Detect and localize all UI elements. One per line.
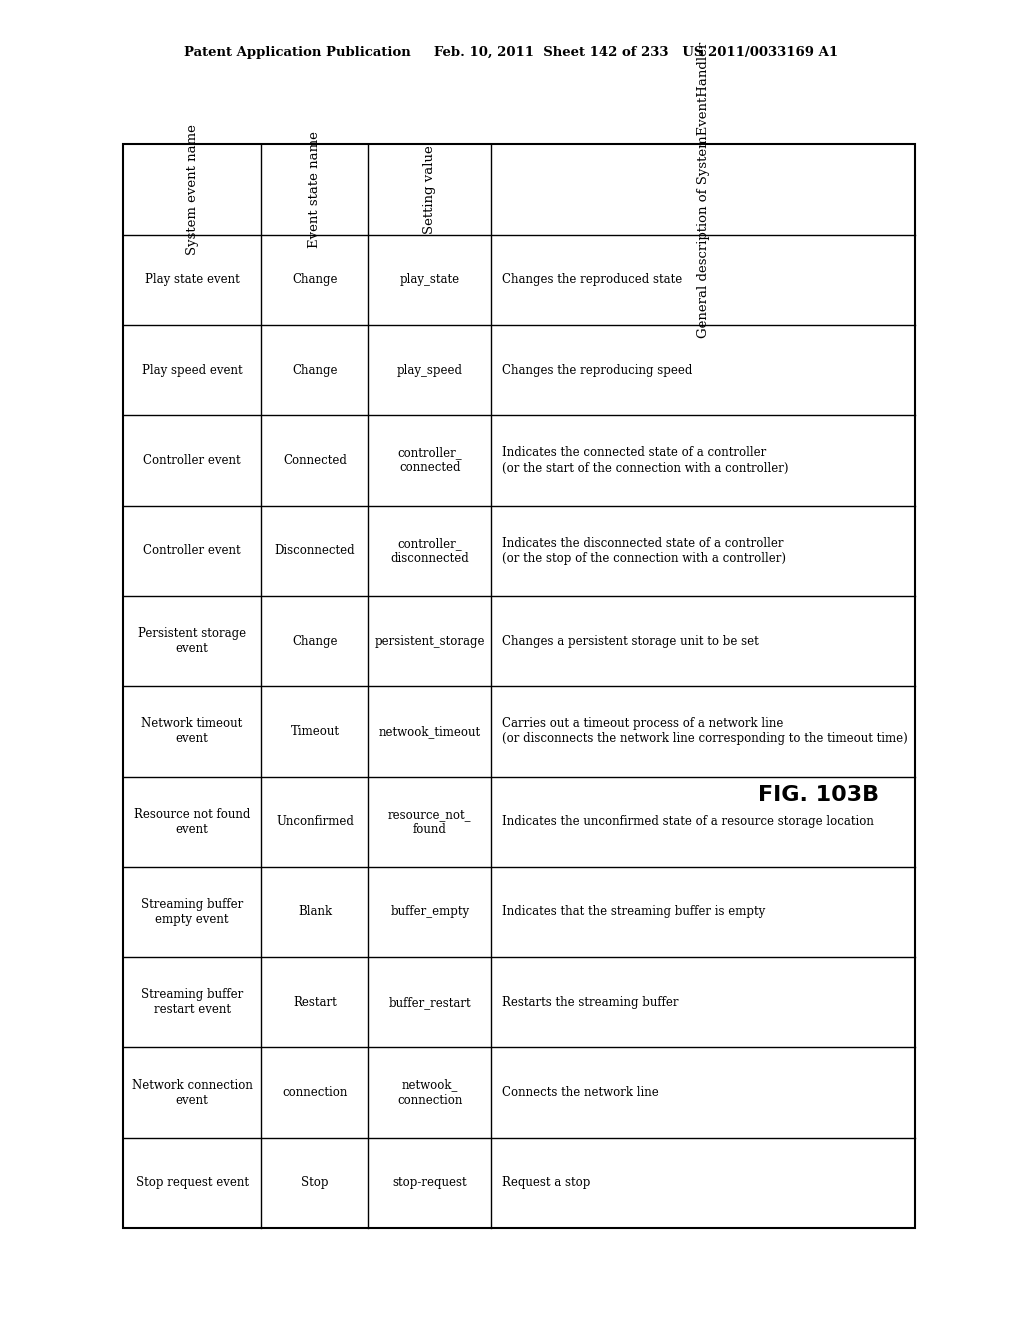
Text: Streaming buffer
empty event: Streaming buffer empty event [141,898,243,927]
Text: resource_not_
found: resource_not_ found [388,808,472,836]
Text: Indicates that the streaming buffer is empty: Indicates that the streaming buffer is e… [502,906,765,919]
Text: Changes a persistent storage unit to be set: Changes a persistent storage unit to be … [502,635,758,648]
Text: Play state event: Play state event [144,273,240,286]
Text: Resource not found
event: Resource not found event [134,808,250,836]
Text: Changes the reproduced state: Changes the reproduced state [502,273,682,286]
Text: Restarts the streaming buffer: Restarts the streaming buffer [502,995,678,1008]
Text: Network timeout
event: Network timeout event [141,717,243,746]
Text: Patent Application Publication     Feb. 10, 2011  Sheet 142 of 233   US 2011/003: Patent Application Publication Feb. 10, … [184,46,839,59]
Text: FIG. 103B: FIG. 103B [758,784,879,805]
Text: Persistent storage
event: Persistent storage event [138,627,246,655]
Text: connection: connection [283,1086,347,1100]
Text: Stop request event: Stop request event [135,1176,249,1189]
Text: stop-request: stop-request [392,1176,467,1189]
Text: Change: Change [292,363,338,376]
Text: Connects the network line: Connects the network line [502,1086,658,1100]
Text: Indicates the unconfirmed state of a resource storage location: Indicates the unconfirmed state of a res… [502,816,873,828]
Text: Carries out a timeout process of a network line
(or disconnects the network line: Carries out a timeout process of a netwo… [502,717,907,746]
Text: Change: Change [292,273,338,286]
Text: Blank: Blank [298,906,332,919]
Text: Disconnected: Disconnected [274,544,355,557]
Text: Play speed event: Play speed event [141,363,243,376]
Text: Controller event: Controller event [143,454,241,467]
Text: Streaming buffer
restart event: Streaming buffer restart event [141,989,243,1016]
Text: Event state name: Event state name [308,131,322,248]
Text: buffer_restart: buffer_restart [388,995,471,1008]
Text: netwook_timeout: netwook_timeout [379,725,481,738]
Text: Changes the reproducing speed: Changes the reproducing speed [502,363,692,376]
Text: System event name: System event name [185,124,199,255]
Text: Unconfirmed: Unconfirmed [276,816,354,828]
Text: play_state: play_state [399,273,460,286]
Bar [123,144,915,1228]
Text: buffer_empty: buffer_empty [390,906,469,919]
Text: Change: Change [292,635,338,648]
Text: Stop: Stop [301,1176,329,1189]
Text: General description of SystemEventHandler: General description of SystemEventHandle… [696,41,710,338]
Text: controller_
disconnected: controller_ disconnected [390,537,469,565]
Text: Network connection
event: Network connection event [132,1078,253,1106]
Text: netwook_
connection: netwook_ connection [397,1078,463,1106]
Text: Controller event: Controller event [143,544,241,557]
Text: Indicates the connected state of a controller
(or the start of the connection wi: Indicates the connected state of a contr… [502,446,788,474]
Text: Timeout: Timeout [291,725,339,738]
Text: Connected: Connected [283,454,347,467]
Text: Restart: Restart [293,995,337,1008]
Text: play_speed: play_speed [397,363,463,376]
Text: persistent_storage: persistent_storage [375,635,485,648]
Text: Request a stop: Request a stop [502,1176,590,1189]
Text: Setting value: Setting value [423,145,436,234]
Text: controller_
connected: controller_ connected [397,446,462,474]
Text: Indicates the disconnected state of a controller
(or the stop of the connection : Indicates the disconnected state of a co… [502,537,785,565]
